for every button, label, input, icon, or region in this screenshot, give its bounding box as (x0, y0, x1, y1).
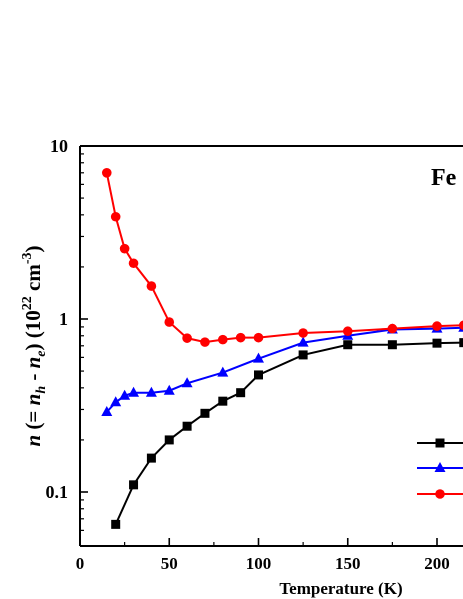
y-label-n: n (21, 435, 45, 447)
data-point-square (129, 480, 139, 490)
series-line-circle (105, 172, 463, 344)
inset-label: Fe (431, 165, 457, 191)
data-point-circle (298, 328, 308, 338)
data-point-triangle (297, 336, 309, 347)
y-axis-label: n (= nh - ne) (1022 cm-3) (20, 245, 49, 446)
data-point-square (200, 408, 210, 418)
legend-entry-square (417, 438, 463, 448)
y-tick-label: 10 (50, 136, 68, 156)
data-point-circle (432, 321, 442, 331)
data-point-triangle (128, 386, 140, 397)
data-point-square (182, 421, 192, 431)
data-point-circle (458, 320, 463, 331)
data-point-circle (164, 317, 175, 327)
data-point-circle (342, 326, 353, 337)
series-square (111, 338, 463, 529)
data-point-square (164, 435, 174, 445)
data-point-square (218, 396, 228, 406)
data-point-circle (218, 334, 228, 345)
legend (417, 438, 463, 499)
data-point-square (432, 338, 442, 348)
x-tick-label: 50 (161, 554, 178, 573)
y-label-unit-exp: -3 (20, 252, 35, 264)
y-label-ne: n (21, 357, 45, 369)
data-point-circle (235, 332, 246, 343)
data-point-square (343, 340, 353, 350)
y-label-sub-e: e (34, 350, 49, 356)
data-point-circle (119, 243, 130, 254)
data-point-triangle (163, 384, 175, 395)
series-layer (101, 167, 463, 529)
y-label-nh: n (21, 394, 45, 406)
legend-marker-square (435, 438, 445, 448)
data-point-triangle (145, 386, 157, 397)
series-circle (101, 167, 463, 347)
data-point-triangle (253, 352, 264, 363)
y-label-eq-open: (= (21, 405, 45, 434)
data-point-square (146, 453, 156, 463)
ticks: 0 50 100 150 200 0.1 1 10 (46, 136, 450, 573)
y-tick-label: 1 (59, 309, 68, 329)
data-point-triangle (119, 389, 131, 400)
x-tick-label: 100 (246, 554, 272, 573)
data-point-circle (146, 281, 157, 291)
y-label-exp: 22 (20, 296, 35, 310)
data-point-triangle (110, 396, 122, 407)
y-label-sub-h: h (34, 386, 49, 394)
data-point-square (111, 519, 121, 529)
data-point-square (254, 370, 263, 380)
data-point-circle (200, 337, 210, 347)
data-point-circle (253, 332, 264, 343)
series-line-square (114, 341, 463, 525)
x-tick-label: 0 (76, 554, 85, 573)
y-label-close: ) (10 (21, 310, 45, 350)
x-tick-label: 200 (424, 554, 450, 573)
data-point-circle (387, 323, 398, 334)
data-point-square (387, 340, 397, 350)
legend-entry-triangle (417, 462, 463, 472)
y-label-end: ) (21, 245, 45, 252)
x-axis-label: Temperature (K) (279, 579, 402, 598)
x-tick-label: 150 (335, 554, 361, 573)
y-tick-label: 0.1 (46, 482, 69, 502)
data-point-triangle (181, 377, 193, 388)
data-point-circle (128, 258, 139, 269)
data-point-circle (182, 333, 192, 343)
data-point-triangle (217, 366, 229, 377)
data-point-square (459, 338, 463, 348)
y-label-unit: cm (21, 264, 45, 297)
series-line-triangle (106, 326, 463, 413)
legend-entry-circle (417, 489, 463, 499)
data-point-triangle (101, 406, 113, 417)
y-label-minus: - (21, 368, 45, 386)
legend-marker-triangle (434, 462, 446, 472)
data-point-square (236, 388, 246, 398)
data-point-circle (110, 211, 121, 222)
data-point-circle (101, 167, 112, 178)
data-point-square (298, 350, 308, 360)
legend-marker-circle (435, 489, 445, 499)
